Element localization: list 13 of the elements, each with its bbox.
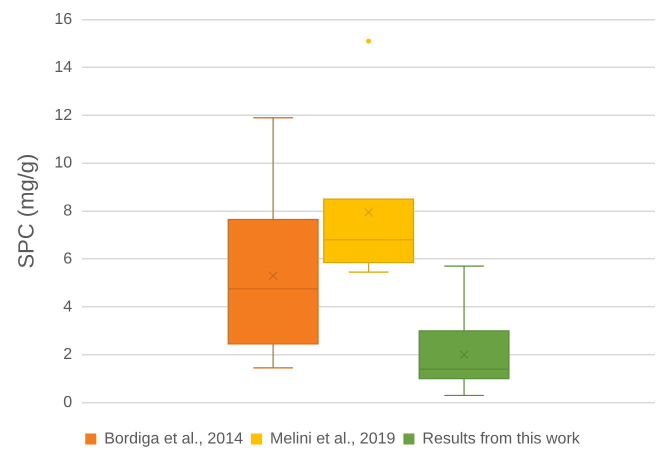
y-tick-label: 2 xyxy=(63,346,72,364)
y-axis-title: SPC (mg/g) xyxy=(13,154,38,269)
legend-label: Bordiga et al., 2014 xyxy=(104,430,244,448)
y-tick-label: 10 xyxy=(54,154,72,172)
y-tick-label: 6 xyxy=(63,250,72,268)
y-tick-label: 8 xyxy=(63,202,72,220)
y-tick-label: 14 xyxy=(54,58,72,76)
legend-label: Results from this work xyxy=(422,430,581,448)
legend-label: Melini et al., 2019 xyxy=(270,430,396,448)
y-tick-label: 16 xyxy=(54,11,72,28)
y-tick-label: 0 xyxy=(63,394,72,412)
y-tick-label: 4 xyxy=(63,298,72,316)
y-tick-label: 12 xyxy=(54,106,72,124)
